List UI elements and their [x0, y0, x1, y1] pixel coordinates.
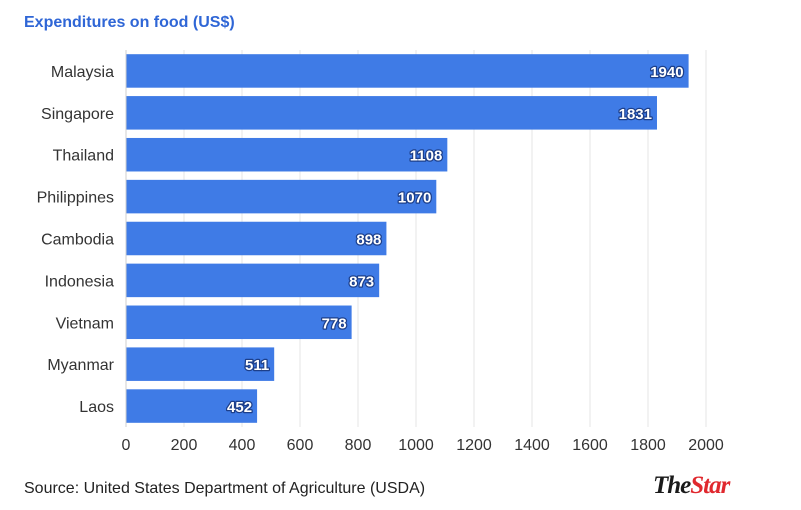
- x-tick-label: 0: [122, 437, 131, 454]
- category-label: Cambodia: [41, 232, 114, 249]
- x-tick-label: 600: [287, 437, 314, 454]
- bar: [126, 137, 448, 172]
- bar-value-label: 873: [349, 273, 374, 290]
- x-tick-label: 2000: [688, 437, 724, 454]
- bar: [126, 263, 380, 298]
- chart-title: Expenditures on food (US$): [24, 14, 235, 31]
- category-label: Thailand: [53, 148, 114, 165]
- bar-chart: 0 200 400 600 800 1000 1200 1400 1600 1800 2000 Mal…: [37, 50, 724, 454]
- bar-value-label: 1070: [398, 190, 431, 207]
- bar-value-label: 1940: [650, 64, 683, 81]
- x-tick-label: 200: [171, 437, 198, 454]
- bar: [126, 54, 689, 88]
- bar: [126, 179, 437, 214]
- bar: [126, 389, 258, 423]
- bar: [126, 221, 387, 256]
- category-label: Malaysia: [51, 64, 114, 81]
- bar-value-label: 778: [322, 315, 347, 332]
- bar: [126, 96, 657, 130]
- logo-star-text: Star: [690, 472, 730, 499]
- x-tick-label: 1200: [456, 437, 492, 454]
- bar-value-label: 898: [356, 232, 381, 249]
- x-tick-label: 1800: [630, 437, 666, 454]
- category-label: Philippines: [37, 190, 114, 207]
- x-tick-label: 400: [229, 437, 256, 454]
- x-tick-label: 1400: [514, 437, 550, 454]
- category-label: Singapore: [41, 106, 114, 123]
- category-label: Vietnam: [56, 315, 114, 332]
- bar-value-label: 452: [227, 399, 252, 416]
- source-note: Source: United States Department of Agri…: [24, 480, 426, 497]
- logo-the-text: The: [653, 472, 691, 499]
- bar-value-label: 511: [245, 357, 269, 374]
- bar-value-label: 1831: [619, 106, 652, 123]
- category-label: Indonesia: [45, 273, 114, 290]
- x-tick-label: 800: [345, 437, 372, 454]
- category-label: Myanmar: [47, 357, 114, 374]
- the-star-logo: TheStar: [653, 472, 730, 500]
- bar: [126, 347, 275, 381]
- bar-value-label: 1108: [410, 148, 443, 165]
- x-tick-label: 1600: [572, 437, 608, 454]
- x-tick-label: 1000: [398, 437, 434, 454]
- category-label: Laos: [79, 399, 114, 416]
- bar: [126, 305, 352, 340]
